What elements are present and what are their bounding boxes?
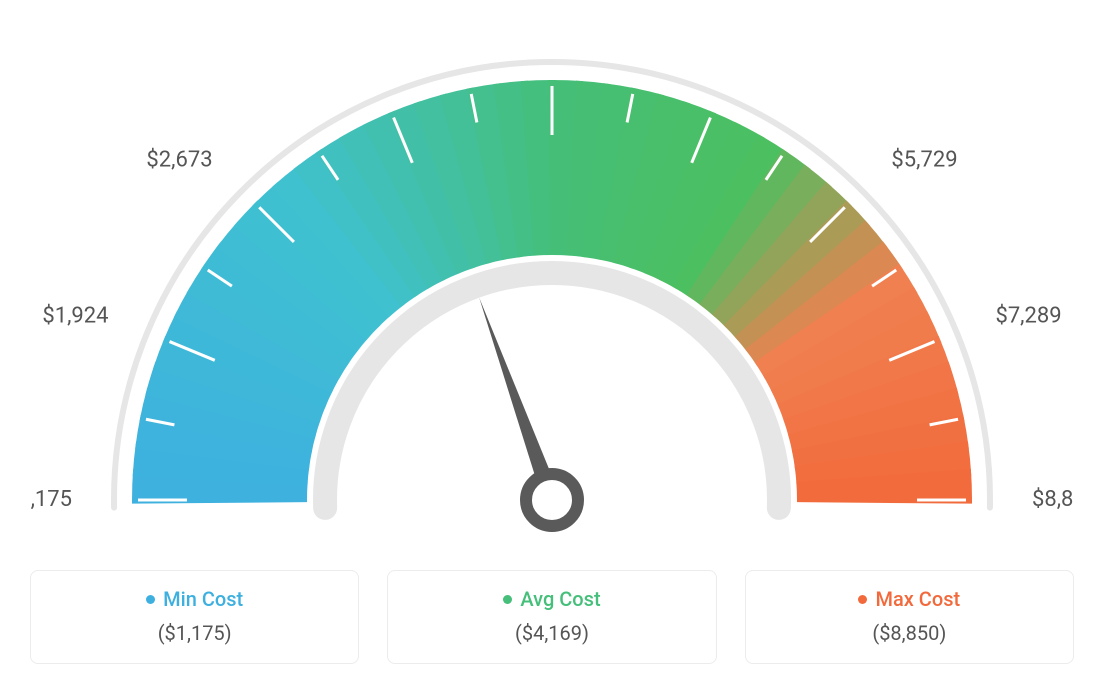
- legend-row: Min Cost ($1,175) Avg Cost ($4,169) Max …: [30, 570, 1074, 664]
- gauge-chart: $1,175 $1,924 $2,673 $4,169 $5,729 $7,289 $8,8…: [30, 30, 1074, 550]
- gauge-tick-label: $8,850: [1032, 487, 1074, 512]
- gauge-tick-label: $1,175: [30, 487, 72, 512]
- legend-max-value: ($8,850): [756, 621, 1063, 645]
- legend-avg-card: Avg Cost ($4,169): [387, 570, 716, 664]
- legend-avg-dot-icon: [503, 595, 512, 604]
- gauge-tick-label: $2,673: [146, 148, 212, 173]
- gauge-tick-label: $1,924: [42, 303, 108, 328]
- gauge-svg: $1,175 $1,924 $2,673 $4,169 $5,729 $7,289 $8,8…: [30, 30, 1074, 550]
- legend-max-dot-icon: [858, 595, 867, 604]
- legend-min-label: Min Cost: [163, 587, 243, 611]
- legend-min-card: Min Cost ($1,175): [30, 570, 359, 664]
- gauge-hub: [526, 474, 578, 526]
- legend-avg-label: Avg Cost: [520, 587, 600, 611]
- legend-min-title: Min Cost: [146, 587, 243, 611]
- gauge-tick-label: $5,729: [891, 148, 957, 173]
- legend-max-title: Max Cost: [858, 587, 960, 611]
- legend-max-label: Max Cost: [875, 587, 960, 611]
- gauge-tick-label: $7,289: [995, 303, 1061, 328]
- legend-avg-value: ($4,169): [398, 621, 705, 645]
- legend-avg-title: Avg Cost: [503, 587, 600, 611]
- gauge-tick-label: $4,169: [519, 30, 585, 32]
- legend-min-dot-icon: [146, 595, 155, 604]
- legend-max-card: Max Cost ($8,850): [745, 570, 1074, 664]
- legend-min-value: ($1,175): [41, 621, 348, 645]
